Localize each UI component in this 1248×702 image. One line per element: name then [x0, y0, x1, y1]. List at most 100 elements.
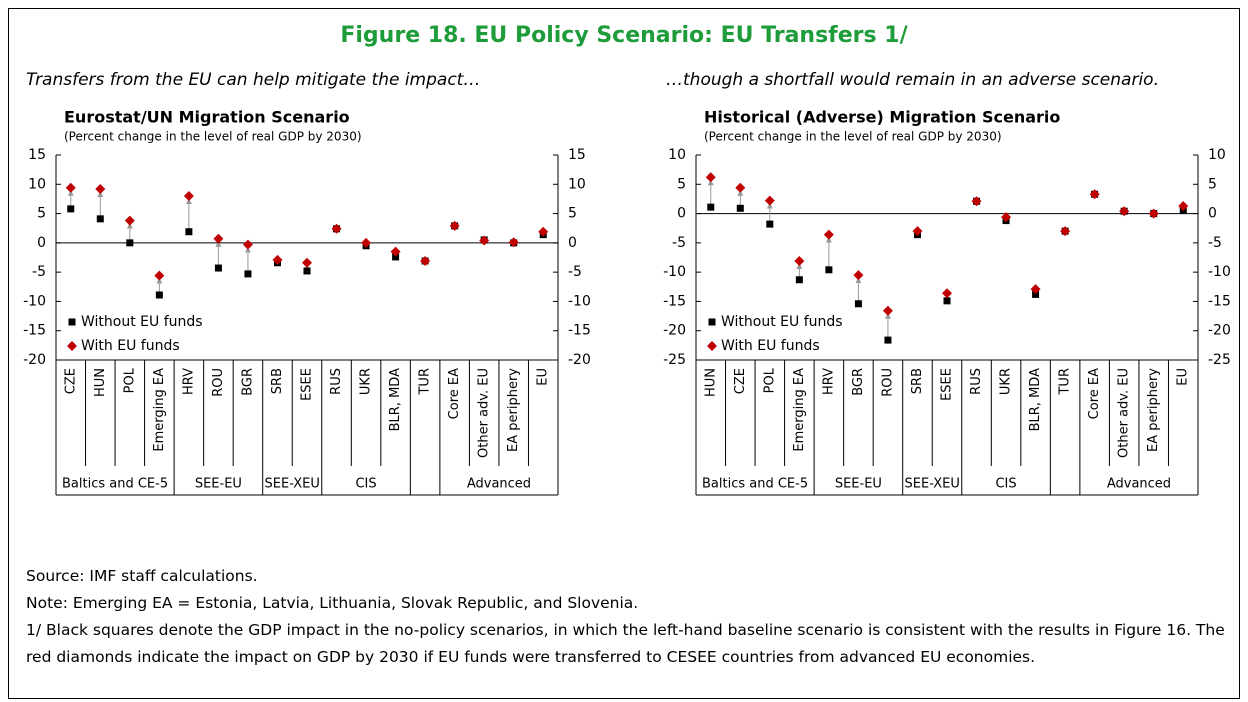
diamond-marker	[823, 229, 834, 240]
y2-tick-label: 5	[568, 206, 577, 222]
x-tick-label: BLR, MDA	[388, 368, 403, 431]
figure-title: Figure 18. EU Policy Scenario: EU Transf…	[340, 23, 908, 48]
legend-label: With EU funds	[81, 338, 180, 354]
x-tick-label: HRV	[821, 368, 836, 395]
diamond-marker	[272, 254, 283, 265]
diamond-marker	[67, 341, 77, 351]
y2-tick-label: -20	[1208, 323, 1231, 339]
legend-label: Without EU funds	[721, 314, 843, 330]
source: Source: IMF staff calculations.	[26, 567, 258, 585]
x-tick-label: Other adv. EU	[1117, 368, 1132, 458]
y2-tick-label: 0	[1208, 206, 1217, 222]
legend-label: Without EU funds	[81, 314, 203, 330]
footnote: 1/ Black squares denote the GDP impact i…	[26, 621, 1225, 666]
square-marker	[155, 291, 163, 299]
x-tick-label: Emerging EA	[152, 368, 167, 452]
y-tick-label: -10	[23, 293, 46, 309]
square-marker	[214, 264, 222, 272]
diamond-marker	[331, 223, 342, 234]
square-marker	[707, 203, 715, 211]
legend-label: With EU funds	[721, 338, 820, 354]
square-marker	[392, 253, 400, 261]
x-tick-label: Other adv. EU	[477, 368, 492, 458]
x-tick-label: Core EA	[447, 368, 462, 419]
chart-subtitle: (Percent change in the level of real GDP…	[704, 130, 1002, 144]
group-label: CIS	[995, 477, 1016, 492]
diamond-marker	[1119, 206, 1130, 217]
diamond-marker	[538, 226, 549, 237]
square-marker	[126, 239, 134, 247]
diamond-marker	[183, 191, 194, 201]
x-tick-label: HUN	[93, 368, 108, 397]
square-marker	[67, 205, 75, 213]
chart-subtitle: (Percent change in the level of real GDP…	[64, 130, 362, 144]
square-marker	[766, 220, 774, 228]
frame	[8, 8, 1240, 699]
diamond-marker	[449, 220, 460, 231]
group-label: SEE-XEU	[265, 477, 320, 492]
y2-tick-label: -5	[568, 264, 582, 280]
x-tick-label: HUN	[703, 368, 718, 397]
square-marker	[244, 270, 252, 278]
diamond-marker	[1089, 189, 1100, 200]
diamond-marker	[1148, 208, 1159, 219]
y-tick-label: -20	[23, 352, 46, 368]
x-tick-label: EU	[1176, 368, 1191, 386]
diamond-marker	[705, 172, 716, 183]
y2-tick-label: -25	[1208, 352, 1231, 368]
square-marker	[736, 204, 744, 212]
y-tick-label: -25	[663, 352, 686, 368]
x-tick-label: CZE	[733, 368, 748, 394]
chart-title: Eurostat/UN Migration Scenario	[64, 108, 350, 127]
diamond-marker	[853, 270, 864, 281]
square-marker	[854, 300, 862, 308]
note: Note: Emerging EA = Estonia, Latvia, Lit…	[26, 594, 639, 612]
y-tick-label: 0	[677, 206, 686, 222]
square-marker	[1032, 290, 1040, 298]
x-tick-label: TUR	[418, 368, 433, 396]
square-marker	[795, 276, 803, 284]
y-tick-label: -5	[32, 264, 46, 280]
chart-title: Historical (Adverse) Migration Scenario	[704, 108, 1060, 127]
y2-tick-label: 5	[1208, 176, 1217, 192]
x-tick-label: CZE	[63, 368, 78, 394]
group-label: Baltics and CE-5	[702, 477, 808, 492]
diamond-marker	[242, 239, 253, 250]
y2-tick-label: -10	[1208, 264, 1231, 280]
y2-tick-label: 10	[568, 176, 586, 192]
diamond-marker	[420, 256, 431, 267]
x-tick-label: RUS	[969, 368, 984, 395]
square-marker	[943, 297, 951, 305]
diamond-marker	[302, 257, 312, 268]
diamond-marker	[942, 288, 952, 299]
diamond-marker	[95, 183, 106, 194]
group-label: Baltics and CE-5	[62, 477, 168, 492]
group-label: SEE-EU	[195, 477, 242, 492]
x-tick-label: SRB	[910, 368, 925, 394]
x-tick-label: ROU	[211, 368, 226, 397]
y-tick-label: 10	[28, 176, 46, 192]
square-marker	[825, 266, 833, 274]
diamond-marker	[971, 196, 982, 207]
y2-tick-label: 15	[568, 147, 586, 163]
diamond-marker	[1060, 226, 1071, 237]
x-tick-label: ROU	[880, 368, 895, 397]
diamond-marker	[479, 235, 490, 246]
y-tick-label: -20	[663, 323, 686, 339]
x-tick-label: UKR	[359, 368, 374, 395]
diamond-marker	[1030, 284, 1041, 295]
group-label: SEE-XEU	[905, 477, 960, 492]
y-tick-label: 5	[677, 176, 686, 192]
y-tick-label: -15	[23, 323, 46, 339]
x-tick-label: POL	[122, 367, 137, 393]
square-marker	[884, 336, 892, 344]
x-tick-label: BLR, MDA	[1028, 368, 1043, 431]
group-label: CIS	[355, 477, 376, 492]
square-marker	[68, 318, 76, 326]
caption: …though a shortfall would remain in an a…	[666, 70, 1159, 90]
x-tick-label: HRV	[181, 368, 196, 395]
y-tick-label: 0	[37, 235, 46, 251]
group-label: Advanced	[1107, 477, 1171, 492]
